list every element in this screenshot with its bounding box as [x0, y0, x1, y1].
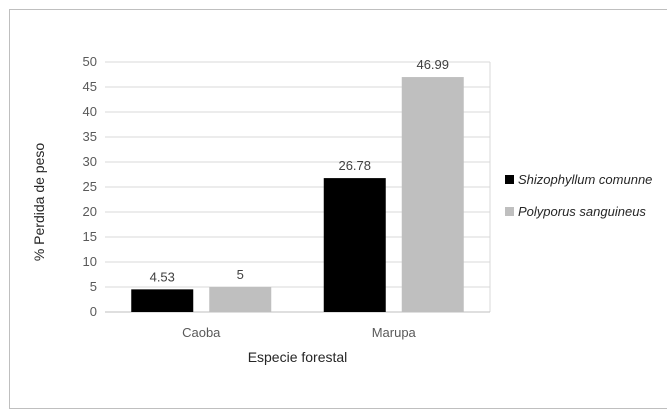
y-tick-label: 40 — [83, 104, 97, 119]
bar — [131, 289, 194, 312]
bar — [209, 287, 272, 312]
legend-label: Polyporus sanguineus — [518, 204, 646, 219]
data-label: 5 — [237, 267, 244, 282]
y-tick-label: 0 — [90, 304, 97, 319]
y-tick-label: 50 — [83, 54, 97, 69]
y-tick-label: 35 — [83, 129, 97, 144]
y-tick-label: 15 — [83, 229, 97, 244]
y-tick-label: 5 — [90, 279, 97, 294]
legend: Shizophyllum comunne Polyporus sanguineus — [505, 172, 652, 219]
plot-area: 0 5 10 15 20 25 30 35 40 45 50 4.53 5 Caoba 26.78 46.99… — [83, 54, 491, 340]
x-tick-label: Caoba — [182, 325, 221, 340]
legend-swatch — [505, 175, 514, 184]
y-tick-label: 25 — [83, 179, 97, 194]
bar — [323, 178, 386, 312]
x-axis-title: Especie forestal — [248, 349, 348, 365]
legend-swatch — [505, 207, 514, 216]
data-label: 4.53 — [150, 269, 175, 284]
y-tick-label: 20 — [83, 204, 97, 219]
x-tick-label: Marupa — [372, 325, 417, 340]
y-tick-label: 30 — [83, 154, 97, 169]
y-tick-label: 10 — [83, 254, 97, 269]
bar — [401, 77, 464, 312]
y-tick-label: 45 — [83, 79, 97, 94]
y-axis-title: % Perdida de peso — [31, 143, 47, 262]
data-label: 26.78 — [338, 158, 371, 173]
legend-label: Shizophyllum comunne — [518, 172, 652, 187]
data-label: 46.99 — [416, 57, 449, 72]
bar-chart: 0 5 10 15 20 25 30 35 40 45 50 4.53 5 Caoba 26.78 46.99… — [31, 54, 652, 365]
